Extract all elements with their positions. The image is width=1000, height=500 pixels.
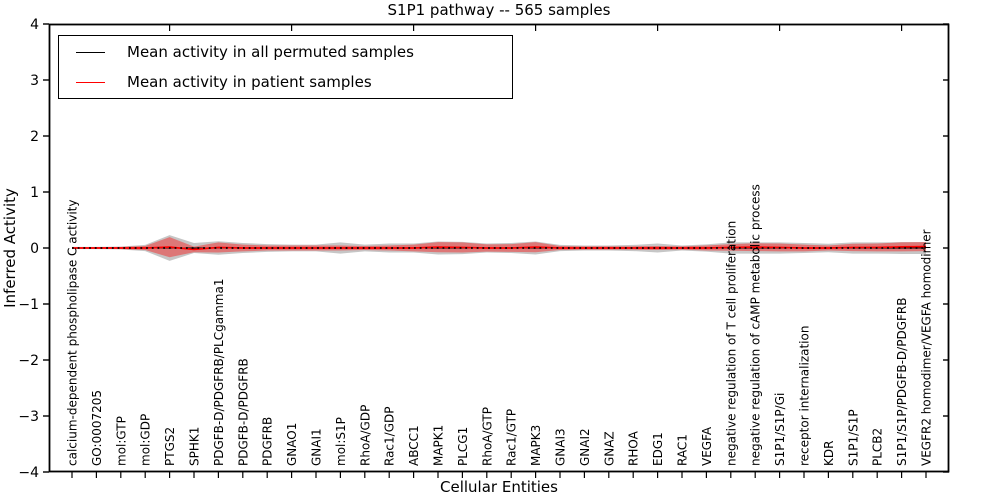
y-axis-label: Inferred Activity — [1, 188, 19, 308]
mean-line-patient — [72, 245, 927, 251]
legend-row-patient: Mean activity in patient samples — [59, 68, 512, 96]
y-tick-label: −1 — [18, 297, 39, 313]
x-tick-label: GNAZ — [602, 431, 616, 466]
x-tick-label: PLCB2 — [871, 428, 885, 466]
y-tick-label: −2 — [18, 353, 39, 369]
x-tick-label: calcium-dependent phospholipase C activi… — [66, 200, 80, 466]
x-tick-label: PDGFB-D/PDGFRB — [236, 358, 250, 466]
x-tick-label: PDGFRB — [261, 417, 275, 466]
permuted-line-icon — [76, 51, 105, 53]
x-tick-label: RhoA/GDP — [358, 405, 372, 466]
legend: Mean activity in all permuted samples Me… — [58, 35, 513, 99]
chart-title: S1P1 pathway -- 565 samples — [387, 1, 611, 19]
legend-row-permuted: Mean activity in all permuted samples — [59, 38, 512, 66]
x-tick-label: RhoA/GTP — [480, 407, 494, 466]
y-tick-label: −3 — [18, 409, 39, 425]
x-tick-label: S1P1/S1P/PDGFB-D/PDGFRB — [895, 298, 909, 466]
y-tick-label: 0 — [30, 241, 39, 257]
y-tick-label: −4 — [18, 465, 39, 481]
x-tick-label: PDGFB-D/PDGFRB/PLCgamma1 — [212, 279, 226, 466]
legend-label-patient: Mean activity in patient samples — [127, 73, 372, 91]
x-tick-label: receptor internalization — [798, 326, 812, 466]
x-tick-label: Rac1/GDP — [383, 407, 397, 466]
x-tick-label: RHOA — [627, 430, 641, 466]
x-tick-label: Rac1/GTP — [505, 409, 519, 466]
legend-label-permuted: Mean activity in all permuted samples — [127, 43, 414, 61]
x-tick-label: mol:S1P — [334, 417, 348, 466]
x-tick-label: VEGFA — [700, 426, 714, 466]
x-tick-label: PTGS2 — [163, 427, 177, 466]
x-tick-label: GNAI3 — [554, 428, 568, 466]
x-tick-label: GNAO1 — [285, 423, 299, 466]
x-tick-label: MAPK1 — [432, 425, 446, 466]
x-tick-label: PLCG1 — [456, 427, 470, 466]
x-tick-label: mol:GDP — [139, 414, 153, 466]
x-tick-label: SPHK1 — [188, 427, 202, 466]
x-tick-label: mol:GTP — [114, 416, 128, 466]
x-tick-label: S1P1/S1P/Gi — [773, 393, 787, 466]
x-tick-label: MAPK3 — [529, 425, 543, 466]
x-tick-label: negative regulation of T cell proliferat… — [724, 221, 738, 466]
x-tick-label: VEGFR2 homodimer/VEGFA homodimer — [920, 229, 934, 466]
x-tick-label: ABCC1 — [407, 425, 421, 466]
x-tick-label: KDR — [822, 441, 836, 466]
patient-line-icon — [76, 81, 105, 83]
x-tick-label: GNAI2 — [578, 428, 592, 466]
x-tick-label: negative regulation of cAMP metabolic pr… — [749, 184, 763, 466]
x-tick-label: GO:0007205 — [90, 390, 104, 466]
x-tick-label: GNAI1 — [310, 428, 324, 466]
x-tick-label: S1P1/S1P — [846, 409, 860, 466]
y-tick-label: 2 — [30, 129, 39, 145]
x-tick-label: EDG1 — [651, 432, 665, 466]
y-tick-label: 3 — [30, 73, 39, 89]
x-axis-label: Cellular Entities — [440, 478, 558, 496]
y-tick-label: 4 — [30, 17, 39, 33]
x-tick-label: RAC1 — [676, 434, 690, 466]
y-tick-label: 1 — [30, 185, 39, 201]
